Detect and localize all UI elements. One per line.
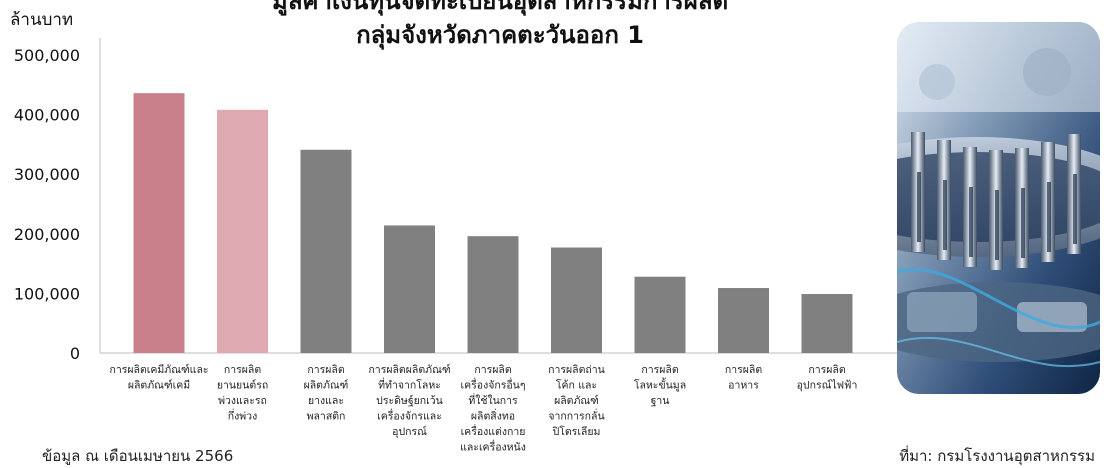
x-tick-label-line: พลาสติก	[307, 411, 346, 423]
x-tick-label: การผลิตถ่านโค้ก และผลิตภัณฑ์จากการกลั่นป…	[548, 364, 605, 438]
x-tick-label-line: อาหาร	[728, 380, 759, 392]
bar	[384, 225, 435, 353]
x-tick-label-line: การผลิต	[641, 364, 678, 376]
x-tick-label-line: และเครื่องหนัง	[460, 440, 526, 454]
x-tick-label-line: การผลิต	[224, 364, 261, 376]
x-tick-label-line: เครื่องจักรและ	[377, 409, 442, 423]
x-tick-label-line: ผลิตสิ่งทอ	[471, 409, 515, 423]
bar	[634, 276, 686, 353]
data-date-note: ข้อมูล ณ เดือนเมษายน 2566	[42, 447, 234, 465]
bar	[467, 236, 519, 353]
x-tick-label: การผลิตผลิตภัณฑ์ยางและพลาสติก	[304, 364, 349, 423]
bar	[217, 109, 268, 353]
x-tick-label-line: ยางและ	[308, 395, 344, 407]
x-tick-label-line: ที่ใช้ในการ	[468, 393, 518, 407]
x-tick-label-line: ฐาน	[651, 395, 670, 407]
x-tick-label-line: อุปกรณ์ไฟฟ้า	[797, 379, 858, 392]
x-tick-label: การผลิตผลิตภัณฑ์ที่ทำจากโลหะประดิษฐ์ยกเว…	[368, 363, 450, 438]
x-tick-label-line: การผลิต	[474, 364, 511, 376]
x-axis-labels: การผลิตเคมีภัณฑ์และผลิตภัณฑ์เคมี การผลิตย…	[109, 363, 857, 454]
x-tick-label-line: การผลิตถ่าน	[548, 364, 605, 376]
source-note: ที่มา: กรมโรงงานอุตสาหกรรม	[899, 447, 1095, 465]
x-tick-label-line: ผลิตภัณฑ์เคมี	[128, 379, 190, 392]
bar	[133, 93, 185, 354]
x-tick-label-line: ผลิตภัณฑ์	[554, 394, 599, 407]
x-tick-label-line: ยานยนต์รถ	[217, 379, 268, 392]
x-tick-label-line: โลหะขั้นมูล	[634, 378, 686, 392]
y-tick-label: 200,000	[14, 225, 80, 244]
bars	[133, 93, 853, 354]
bar	[718, 288, 769, 353]
bar	[801, 293, 853, 353]
x-tick-label-line: การผลิตผลิตภัณฑ์	[368, 363, 450, 376]
x-tick-label-line: อุปกรณ์	[392, 425, 427, 438]
x-tick-label: การผลิตอาหาร	[725, 364, 762, 392]
x-tick-label-line: ประดิษฐ์ยกเว้น	[376, 394, 443, 407]
y-tick-label: 400,000	[14, 106, 80, 125]
industrial-machinery-photo	[897, 22, 1100, 394]
y-axis: 0 100,000 200,000 300,000 400,000 500,000	[14, 38, 900, 363]
x-tick-label-line: เครื่องแต่งกาย	[461, 424, 526, 438]
x-tick-label-line: เครื่องจักรอื่นๆ	[461, 378, 526, 392]
x-tick-label-line: กึ่งพ่วง	[228, 409, 257, 423]
x-tick-label-line: การผลิต	[725, 364, 762, 376]
x-tick-label: การผลิตโลหะขั้นมูลฐาน	[634, 364, 686, 407]
y-tick-label: 500,000	[14, 46, 80, 65]
x-tick-label: การผลิตเคมีภัณฑ์และผลิตภัณฑ์เคมี	[109, 363, 208, 392]
x-tick-label-line: ปิโตรเลียม	[552, 425, 600, 438]
x-tick-label: การผลิตเครื่องจักรอื่นๆที่ใช้ในการผลิตสิ…	[460, 364, 526, 454]
bar-chart: 0 100,000 200,000 300,000 400,000 500,000 การ…	[14, 38, 900, 454]
x-tick-label-line: พ่วงและรถ	[218, 395, 267, 407]
x-tick-label-line: การผลิต	[808, 364, 845, 376]
y-tick-label: 100,000	[14, 284, 80, 303]
x-tick-label-line: ผลิตภัณฑ์	[304, 379, 349, 392]
x-tick-label-line: ที่ทำจากโลหะ	[378, 378, 441, 392]
y-tick-label: 0	[70, 344, 80, 363]
bar	[300, 149, 352, 353]
x-tick-label: การผลิตยานยนต์รถพ่วงและรถกึ่งพ่วง	[217, 364, 268, 423]
x-tick-label-line: การผลิต	[307, 364, 344, 376]
x-tick-label-line: การผลิตเคมีภัณฑ์และ	[109, 363, 208, 376]
x-tick-label-line: จากการกลั่น	[548, 409, 604, 423]
x-tick-label-line: โค้ก และ	[556, 379, 597, 392]
x-tick-label: การผลิตอุปกรณ์ไฟฟ้า	[797, 364, 858, 392]
chart-title-line-1: มูลค่าเงินทุนจดทะเบียนอุตสาหกรรมการผลิต	[271, 0, 729, 15]
bar	[551, 247, 602, 353]
y-axis-unit-label: ล้านบาท	[10, 10, 74, 30]
chart-title-line-2: กลุ่มจังหวัดภาคตะวันออก 1	[356, 21, 644, 49]
chart-title: มูลค่าเงินทุนจดทะเบียนอุตสาหกรรมการผลิต …	[190, 0, 810, 52]
y-tick-label: 300,000	[14, 165, 80, 184]
